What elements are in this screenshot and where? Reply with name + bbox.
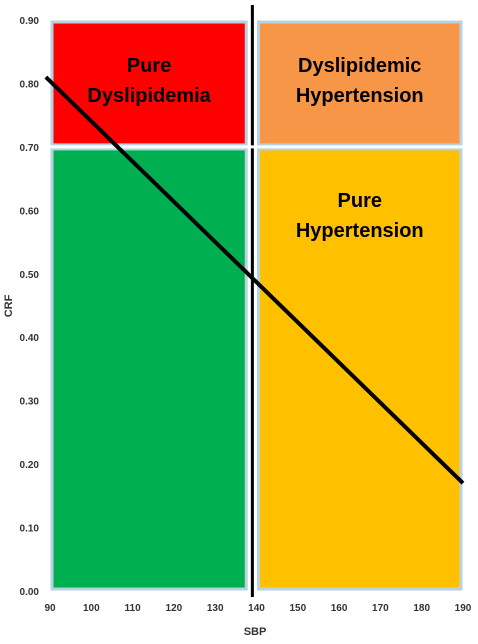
x-axis-label: SBP: [244, 626, 267, 638]
y-tick-label: 0.60: [20, 206, 40, 217]
x-tick-label: 170: [372, 603, 389, 614]
region-labels: Pure Dyslipidemia Dyslipidemic Hypertension…: [87, 55, 423, 242]
region-label-hypertension: Hypertension: [296, 85, 424, 107]
y-tick-label: 0.40: [20, 333, 40, 344]
y-tick-label: 0.50: [20, 270, 40, 281]
region-dyslipidemic-hypertension: [257, 20, 463, 147]
x-tick-label: 130: [207, 603, 224, 614]
x-tick-label: 120: [166, 603, 183, 614]
x-axis-ticks: 90 100 110 120 130 140 150 160 170 180 190: [44, 603, 471, 614]
region-pure-dyslipidemia: [50, 20, 248, 147]
regions: [50, 20, 463, 591]
region-pure-hypertension: [257, 147, 463, 591]
y-tick-label: 0.00: [20, 587, 40, 598]
y-tick-label: 0.10: [20, 524, 40, 535]
y-tick-label: 0.90: [20, 16, 40, 27]
region-label-pure: Pure: [338, 190, 382, 212]
region-label-hypertension: Hypertension: [296, 220, 424, 242]
x-tick-label: 110: [125, 603, 142, 614]
region-label-dyslipidemia: Dyslipidemia: [87, 85, 211, 107]
region-label-dyslipidemic: Dyslipidemic: [298, 55, 421, 77]
series-line: [44, 75, 465, 485]
region-unlabeled: [50, 147, 248, 591]
region-label-pure: Pure: [127, 55, 171, 77]
y-tick-label: 0.70: [20, 143, 40, 154]
y-axis-ticks: 0.00 0.10 0.20 0.30 0.40 0.50 0.60 0.70 0.80 0.90: [20, 16, 40, 598]
x-tick-label: 140: [248, 603, 265, 614]
x-tick-label: 100: [83, 603, 100, 614]
x-tick-label: 90: [44, 603, 56, 614]
y-axis-label: CRF: [3, 294, 15, 317]
x-tick-label: 150: [289, 603, 306, 614]
x-tick-label: 190: [455, 603, 472, 614]
y-tick-label: 0.20: [20, 460, 40, 471]
x-tick-label: 180: [413, 603, 430, 614]
y-tick-label: 0.80: [20, 79, 40, 90]
x-tick-label: 160: [331, 603, 348, 614]
series: [44, 75, 465, 485]
y-tick-label: 0.30: [20, 397, 40, 408]
